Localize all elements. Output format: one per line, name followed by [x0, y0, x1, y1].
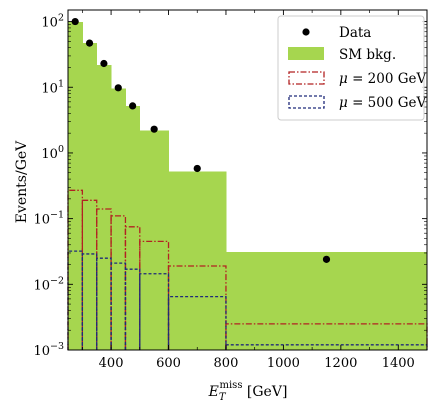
legend-label-mu200: μ = 200 GeV: [339, 71, 427, 87]
legend-frame: [277, 15, 425, 121]
y-axis-label: Events/GeV: [14, 140, 30, 223]
legend-mu500-rest: = 500 GeV: [348, 95, 427, 111]
y-tick-label: 102: [41, 13, 64, 31]
y-tick-label: 100: [41, 144, 64, 162]
legend-label-mu500: μ = 500 GeV: [339, 95, 427, 111]
series-data: [71, 17, 331, 263]
legend-mu500-symbol: μ: [339, 95, 348, 111]
plot-area: [67, 17, 428, 351]
sm-bkg-bin: [125, 105, 141, 350]
signal-bin: [167, 295, 227, 350]
signal-bin: [139, 273, 170, 350]
legend-mu200-symbol: μ: [339, 71, 348, 87]
legend-mu200-rest: = 200 GeV: [348, 71, 427, 87]
sm-bkg-bin: [96, 64, 112, 351]
x-axis-label-sup: miss: [220, 380, 243, 391]
legend-patch-sm-bkg: [288, 47, 324, 60]
x-tick-label: 1400: [382, 356, 415, 371]
x-tick-label: 1200: [324, 356, 357, 371]
series-sm-bkg: [68, 22, 428, 351]
legend-box-mu500: [288, 95, 325, 109]
x-tick-label: 600: [156, 356, 181, 371]
legend: Data SM bkg. μ = 200 GeV μ = 500 GeV: [277, 15, 427, 121]
x-axis-label-main: E: [208, 384, 219, 400]
sm-bkg-bin: [225, 252, 428, 350]
x-tick-label: 400: [99, 356, 124, 371]
data-point: [150, 125, 158, 133]
legend-box-mu200: [288, 71, 325, 85]
data-point: [114, 84, 122, 92]
y-tick-label: 10−2: [33, 275, 64, 293]
y-tick-label: 10−1: [33, 210, 64, 228]
axes-frame: [67, 9, 428, 351]
y-axis: 10−3 10−2 10−1 100 101 102: [33, 13, 427, 359]
x-tick-label: 800: [214, 356, 239, 371]
data-point: [193, 164, 201, 173]
data-point: [85, 39, 94, 47]
data-point: [100, 59, 108, 68]
data-point: [71, 17, 79, 26]
data-point: [322, 255, 331, 263]
legend-label-sm-bkg: SM bkg.: [339, 47, 396, 63]
sm-bkg-bin: [82, 43, 98, 351]
signal-bin: [167, 265, 227, 350]
x-axis-label: ETmiss [GeV]: [208, 380, 288, 403]
legend-marker-data: [302, 28, 310, 36]
y-tick-label: 10−3: [33, 341, 64, 359]
sm-bkg-bin: [139, 130, 169, 350]
x-tick-label: 1000: [267, 356, 300, 371]
x-axis-label-unit: [GeV]: [242, 384, 287, 400]
x-axis-label-sub: T: [219, 392, 227, 403]
sm-bkg-bin: [68, 22, 83, 351]
y-tick-label: 101: [41, 78, 64, 96]
legend-label-data: Data: [339, 25, 371, 41]
x-axis: 400 600 800 1000 1200 1400: [82, 10, 428, 371]
sm-bkg-bin: [168, 171, 227, 350]
data-point: [129, 102, 137, 110]
sm-bkg-bin: [111, 88, 126, 350]
axes-border: [67, 9, 428, 351]
signal-bin: [67, 250, 84, 350]
